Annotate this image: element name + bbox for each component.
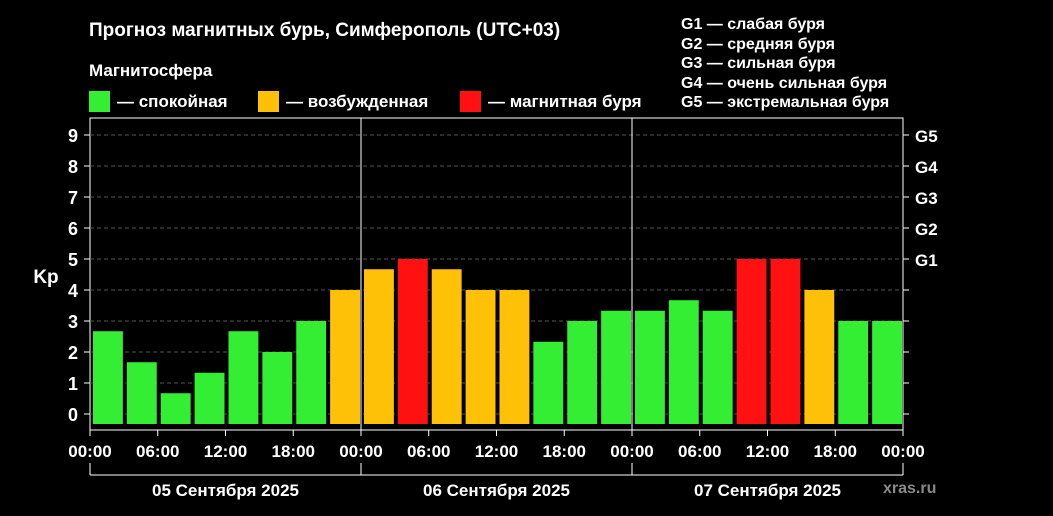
storm-tick-label: G3 (915, 189, 938, 208)
x-tick-label: 00:00 (881, 442, 924, 461)
legend-swatch-active (258, 91, 279, 112)
kp-bar (397, 259, 428, 424)
x-tick-label: 12:00 (746, 442, 789, 461)
storm-level-g1: G1 — слабая буря (681, 16, 826, 33)
x-tick-label: 06:00 (407, 442, 450, 461)
kp-bar (668, 300, 699, 424)
kp-bar (93, 331, 123, 424)
day-label: 05 Сентября 2025 (152, 481, 299, 500)
legend-item-storm: — магнитная буря (460, 91, 642, 112)
storm-tick-label: G1 (915, 251, 938, 270)
plot-area (89, 117, 904, 431)
legend-swatch-quiet (89, 91, 110, 112)
y-tick-label: 4 (68, 281, 78, 301)
y-axis-label: Kp (33, 267, 58, 288)
x-tick-label: 00:00 (610, 442, 653, 461)
legend-label-active: — возбужденная (286, 91, 429, 111)
legend-label-quiet: — спокойная (117, 91, 228, 111)
x-tick-label: 18:00 (272, 442, 315, 461)
kp-bar (296, 321, 327, 424)
legend-item-active: — возбужденная (258, 91, 428, 112)
kp-bar (635, 310, 665, 424)
kp-bar (330, 290, 360, 424)
x-tick-label: 06:00 (678, 442, 721, 461)
kp-bar (126, 362, 157, 424)
storm-tick-label: G2 (915, 220, 938, 239)
storm-level-list: G1 — слабая буря G2 — средняя буря G3 — … (681, 15, 889, 113)
y-tick-label: 5 (68, 250, 78, 270)
kp-bar (872, 321, 902, 424)
kp-bar (736, 259, 767, 424)
y-tick-label: 2 (68, 343, 78, 363)
y-tick-label: 6 (68, 219, 78, 239)
x-tick-label: 00:00 (339, 442, 382, 461)
y-tick-label: 3 (68, 312, 78, 332)
legend-label-storm: — магнитная буря (488, 91, 642, 111)
kp-bar (194, 372, 225, 424)
y-tick-label: 1 (68, 374, 78, 394)
kp-bar (228, 331, 259, 424)
kp-bar (702, 310, 733, 424)
day-label: 07 Сентября 2025 (694, 481, 841, 500)
y-tick-label: 0 (68, 405, 78, 425)
x-tick-label: 12:00 (204, 442, 247, 461)
storm-tick-label: G5 (915, 127, 938, 146)
storm-level-g5: G5 — экстремальная буря (681, 94, 890, 111)
x-tick-label: 00:00 (68, 442, 111, 461)
kp-bar (804, 290, 835, 424)
x-tick-label: 12:00 (475, 442, 518, 461)
kp-bar (160, 393, 191, 424)
day-label: 06 Сентября 2025 (423, 481, 570, 500)
x-tick-label: 06:00 (136, 442, 179, 461)
storm-level-g3: G3 — сильная буря (681, 55, 836, 72)
kp-bar (567, 321, 598, 424)
kp-bar (364, 269, 394, 424)
kp-bar (262, 352, 293, 424)
storm-level-g4: G4 — очень сильная буря (681, 74, 888, 92)
watermark: xras.ru (883, 480, 937, 497)
storm-tick-label: G4 (915, 158, 938, 177)
y-tick-label: 7 (68, 188, 78, 208)
legend-title: Магнитосфера (89, 61, 213, 80)
kp-bar (533, 341, 564, 424)
kp-bar (431, 269, 462, 424)
kp-bar (601, 310, 631, 424)
y-tick-label: 8 (68, 157, 78, 177)
kp-bar (465, 290, 496, 424)
y-tick-label: 9 (68, 126, 78, 146)
storm-level-g2: G2 — средняя буря (681, 35, 835, 53)
legend-swatch-storm (460, 91, 481, 112)
legend-item-quiet: — спокойная (89, 91, 228, 112)
kp-bar (770, 259, 801, 424)
x-tick-label: 18:00 (543, 442, 586, 461)
x-tick-label: 18:00 (814, 442, 857, 461)
kp-bar (499, 290, 530, 424)
chart-title: Прогноз магнитных бурь, Симферополь (UTC… (89, 20, 561, 41)
kp-bar (838, 321, 869, 424)
